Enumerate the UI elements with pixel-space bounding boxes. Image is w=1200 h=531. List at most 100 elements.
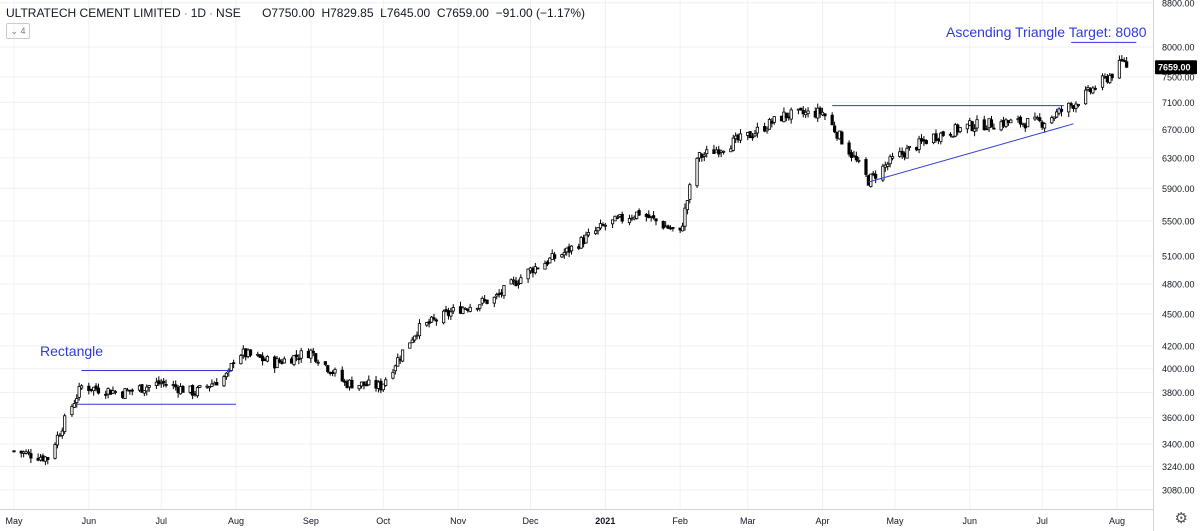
- candle-up: [516, 283, 521, 285]
- candle-down: [96, 387, 101, 394]
- indicator-count: 4: [20, 26, 26, 36]
- candle-up: [951, 135, 955, 138]
- candle-down: [1110, 73, 1114, 79]
- close-value: C7659.00: [436, 6, 489, 20]
- candle-down: [992, 127, 996, 130]
- candle-down: [94, 385, 98, 390]
- candle-up: [519, 277, 523, 284]
- candle-down: [1038, 117, 1042, 122]
- candle-up: [1076, 104, 1080, 106]
- candle-down: [232, 362, 236, 365]
- candle-up: [1117, 59, 1122, 79]
- rectangle-annotation: Rectangle: [40, 343, 104, 359]
- candle-up: [738, 133, 743, 141]
- candle-down: [900, 150, 904, 155]
- candle-up: [881, 165, 885, 181]
- candle-up: [767, 119, 772, 130]
- price-axis[interactable]: 3080.00 3240.00 3400.00 3600.00 3800.00 4000.…: [1153, 0, 1200, 531]
- candle-up: [871, 172, 875, 175]
- candle-down: [982, 119, 986, 131]
- price-tick-label: 3600.00: [1162, 413, 1195, 423]
- price-tick-label: 3800.00: [1162, 388, 1195, 398]
- candle-up: [685, 200, 689, 211]
- price-tick-label: 7100.00: [1162, 98, 1195, 108]
- time-axis[interactable]: May Jun Jul Aug Sep Oct Nov Dec 2021 Feb Mar Apr May…: [0, 509, 1153, 527]
- price-tick-label: 4800.00: [1162, 280, 1195, 290]
- candle-up: [79, 385, 84, 389]
- candle-up: [917, 138, 921, 150]
- candle-up: [495, 294, 499, 297]
- time-tick-label: Jun: [82, 516, 97, 526]
- candle-down: [651, 215, 656, 219]
- candle-up: [75, 398, 79, 403]
- candle-down: [350, 379, 354, 389]
- candle-up: [615, 216, 619, 219]
- candle-up: [113, 391, 117, 393]
- candle-up: [239, 355, 243, 365]
- candle-up: [1091, 87, 1095, 94]
- candle-up: [410, 339, 414, 344]
- candle-down: [1120, 59, 1124, 61]
- gear-icon[interactable]: ⚙: [1174, 510, 1188, 527]
- candle-up: [478, 304, 482, 309]
- candle-down: [215, 382, 219, 386]
- candle-up: [451, 307, 455, 312]
- triangle-support-line: [868, 123, 1074, 183]
- candle-down: [157, 380, 161, 385]
- candle-down: [948, 133, 953, 136]
- ohlc-values: O7750.00 H7829.85 L7645.00 C7659.00 −91.…: [262, 6, 585, 20]
- time-tick-label: Oct: [376, 516, 391, 526]
- candle-up: [408, 342, 412, 349]
- candle-up: [224, 372, 228, 378]
- candles: [12, 55, 1129, 466]
- candle-up: [461, 307, 465, 314]
- candle-up: [888, 156, 892, 165]
- candle-up: [753, 133, 757, 137]
- candle-up: [417, 323, 422, 337]
- candle-down: [432, 317, 436, 320]
- trendlines: [76, 41, 1137, 405]
- candle-down: [326, 365, 330, 373]
- candle-down: [260, 355, 265, 362]
- exchange: NSE: [216, 6, 241, 20]
- candle-down: [1093, 87, 1097, 90]
- candle-down: [12, 450, 16, 453]
- candle-down: [485, 299, 489, 305]
- candle-up: [683, 207, 687, 227]
- symbol-name[interactable]: ULTRATECH CEMENT LIMITED: [6, 6, 181, 20]
- candle-down: [985, 128, 989, 131]
- time-tick-label: Sep: [303, 516, 319, 526]
- candle-up: [367, 379, 371, 386]
- collapse-indicators-button[interactable]: ⌄ 4: [6, 23, 30, 39]
- candle-up: [972, 128, 977, 132]
- candle-down: [1069, 103, 1073, 106]
- candle-up: [265, 356, 270, 362]
- candle-up: [702, 154, 706, 157]
- candle-up: [198, 385, 202, 388]
- interval[interactable]: 1D: [190, 6, 207, 20]
- candle-down: [140, 384, 144, 393]
- price-axis-bg: [1153, 0, 1200, 531]
- price-tick-label: 3080.00: [1162, 486, 1195, 496]
- candle-down: [362, 381, 366, 386]
- candle-down: [750, 136, 755, 139]
- candle-up: [63, 415, 67, 433]
- symbol-header: ULTRATECH CEMENT LIMITED · 1D · NSE O7750.00…: [6, 6, 586, 20]
- time-tick-label: Apr: [816, 516, 830, 526]
- candle-up: [429, 316, 434, 323]
- candle-down: [748, 131, 752, 139]
- candle-down: [314, 353, 318, 362]
- candle-up: [755, 126, 759, 134]
- time-tick-label: Aug: [1109, 516, 1125, 526]
- candle-up: [569, 245, 574, 252]
- candle-down: [162, 380, 166, 384]
- candle-down: [311, 350, 315, 354]
- candle-up: [512, 279, 516, 282]
- candle-down: [323, 361, 327, 365]
- candle-down: [340, 369, 344, 382]
- price-tick-label: 3400.00: [1162, 440, 1195, 450]
- candle-up: [1052, 116, 1056, 119]
- time-tick-label: May: [5, 516, 23, 526]
